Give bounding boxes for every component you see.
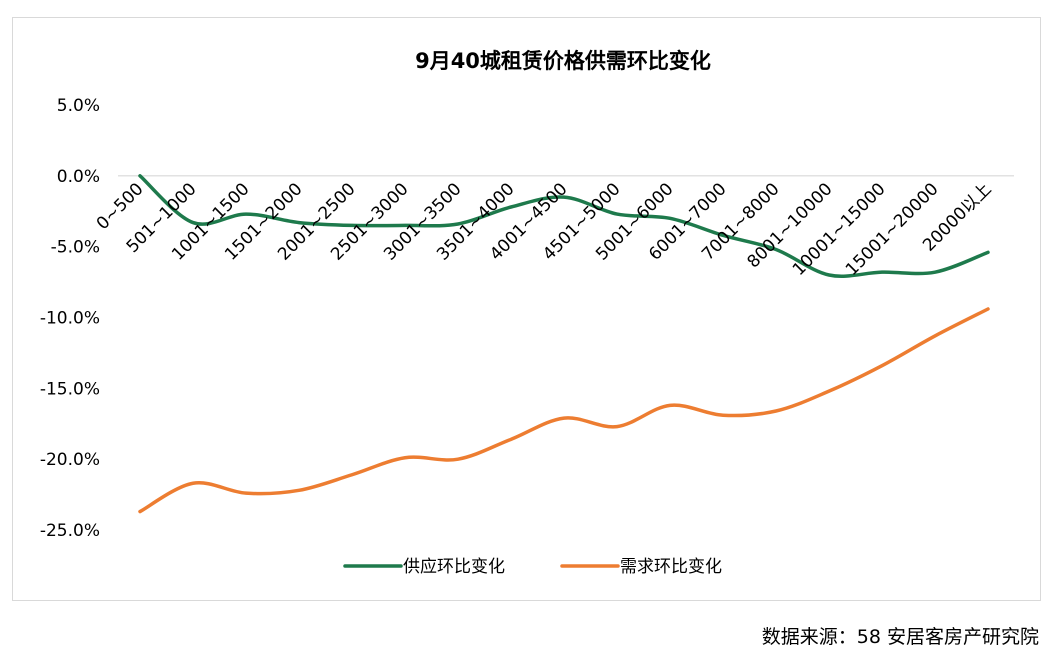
legend-label: 需求环比变化 — [620, 557, 722, 577]
legend-label: 供应环比变化 — [403, 557, 505, 577]
data-source-note: 数据来源：58 安居客房产研究院 — [761, 626, 1039, 648]
y-axis-ticks: 5.0% 0.0% -5.0% -10.0% -15.0% -20.0% -25.0% — [40, 96, 100, 541]
legend: 供应环比变化 需求环比变化 — [343, 557, 722, 577]
y-tick-label: -20.0% — [40, 450, 100, 470]
y-tick-label: -5.0% — [51, 238, 100, 258]
y-tick-label: -15.0% — [40, 379, 100, 399]
x-tick-label: 10001~15000 — [789, 179, 890, 280]
x-tick-label: 15001~20000 — [842, 179, 943, 280]
series-line-2 — [138, 307, 990, 514]
series-lines — [138, 174, 990, 514]
chart-frame — [12, 17, 1041, 601]
y-tick-label: 0.0% — [57, 167, 100, 187]
x-axis-ticks: 0~500501~10001001~15001501~20002001~2500… — [93, 179, 996, 280]
y-tick-label: -10.0% — [40, 309, 100, 329]
y-tick-label: -25.0% — [40, 521, 100, 541]
y-tick-label: 5.0% — [57, 96, 100, 116]
chart-title: 9月40城租赁价格供需环比变化 — [415, 49, 711, 73]
